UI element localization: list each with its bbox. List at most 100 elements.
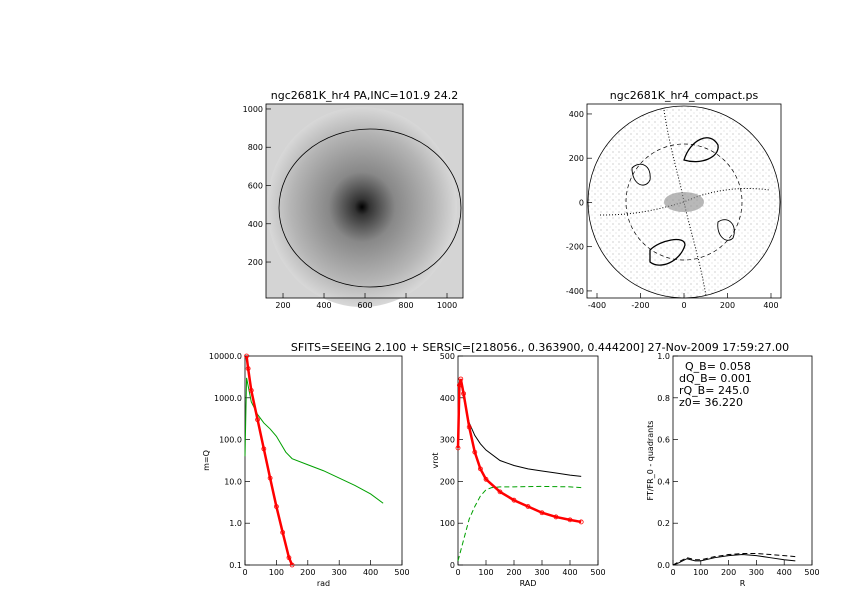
x-tick-label: 100 — [478, 568, 493, 577]
contour-line — [663, 109, 707, 297]
series-marker — [456, 382, 462, 388]
x-tick-label: 100 — [693, 568, 708, 577]
x-tick-label: 0 — [242, 568, 247, 577]
bar-core — [664, 192, 704, 212]
y-tick-label: -200 — [566, 243, 584, 252]
series-marker — [261, 446, 267, 452]
y-axis-label: m=Q — [202, 450, 211, 471]
plot-frame — [244, 355, 403, 566]
y-tick-label: 10.0 — [224, 477, 242, 486]
x-tick-label: 200 — [275, 301, 290, 310]
series-marker — [286, 555, 292, 561]
x-tick-label: 300 — [749, 568, 764, 577]
x-tick-label: 400 — [763, 301, 778, 310]
y-tick-label: 200 — [569, 154, 584, 163]
x-axis-label: R — [740, 579, 746, 588]
annotation: z0= 36.220 — [679, 396, 743, 409]
galaxy-image — [267, 107, 457, 307]
x-axis-label: rad — [317, 579, 330, 588]
y-tick-label: 100.0 — [219, 436, 242, 445]
x-tick-label: 300 — [332, 568, 347, 577]
y-tick-label: 200 — [440, 477, 455, 486]
series-marker — [245, 366, 251, 371]
x-tick-label: 0 — [681, 301, 686, 310]
series-line — [457, 485, 582, 561]
y-tick-label: 400 — [569, 110, 584, 119]
plot-frame — [457, 355, 599, 566]
y-tick-label: 1000.0 — [214, 394, 242, 403]
contour-line — [599, 188, 771, 216]
plot-frame — [672, 355, 813, 566]
series-marker — [248, 388, 254, 393]
x-tick-label: 0 — [455, 568, 460, 577]
chart-title: ngc2681K_hr4 PA,INC=101.9 24.2 — [271, 89, 459, 102]
series-marker — [539, 510, 545, 516]
series-line — [672, 553, 796, 566]
y-tick-label: 0.2 — [657, 519, 670, 528]
series-marker — [280, 530, 286, 535]
y-tick-label: 1000 — [243, 105, 263, 114]
series-marker — [497, 489, 503, 495]
y-tick-label: 0 — [579, 198, 584, 207]
y-tick-label: 600 — [248, 182, 263, 191]
y-tick-label: 0.1 — [229, 561, 242, 570]
x-tick-label: 500 — [590, 568, 605, 577]
y-tick-label: 0 — [450, 561, 455, 570]
x-tick-label: 100 — [269, 568, 284, 577]
x-tick-label: 200 — [721, 568, 736, 577]
series-marker — [466, 424, 472, 430]
chart-title: ngc2681K_hr4_compact.ps — [610, 89, 759, 102]
series-line — [456, 378, 582, 524]
contour-blob — [649, 238, 686, 266]
series-marker — [455, 445, 461, 451]
y-tick-label: 0.4 — [657, 477, 670, 486]
y-tick-label: 1.0 — [657, 352, 670, 361]
y-tick-label: 400 — [248, 220, 263, 229]
series-marker — [267, 475, 273, 481]
series-line — [457, 380, 582, 477]
series-marker — [483, 476, 489, 482]
x-tick-label: 0 — [670, 568, 675, 577]
y-axis-label: vrot — [431, 453, 440, 469]
x-tick-label: 500 — [804, 568, 819, 577]
y-tick-label: 100 — [440, 519, 455, 528]
y-tick-label: -400 — [566, 287, 584, 296]
y-tick-label: 0.0 — [657, 561, 670, 570]
series-line — [672, 554, 796, 566]
series-marker — [567, 517, 573, 523]
series-marker — [511, 497, 517, 503]
series-marker — [244, 353, 249, 359]
x-tick-label: -400 — [588, 301, 606, 310]
series-marker — [273, 504, 279, 509]
y-axis-label: FT/FR_0 - quadrants — [646, 421, 655, 501]
x-tick-label: 400 — [562, 568, 577, 577]
x-tick-label: 1000 — [437, 301, 457, 310]
x-tick-label: 500 — [394, 568, 409, 577]
annotation: Q_B= 0.058 — [685, 360, 751, 373]
x-tick-label: 200 — [506, 568, 521, 577]
y-tick-label: 1.0 — [229, 519, 242, 528]
x-tick-label: 600 — [357, 301, 372, 310]
x-tick-label: 300 — [534, 568, 549, 577]
fit-ellipse — [278, 128, 462, 288]
series-marker — [461, 391, 467, 397]
annotation: rQ_B= 245.0 — [679, 384, 749, 397]
chart-title: SFITS=SEEING 2.100 + SERSIC=[218056., 0.… — [291, 341, 789, 354]
x-tick-label: 400 — [316, 301, 331, 310]
x-tick-label: 800 — [398, 301, 413, 310]
series-line — [244, 377, 384, 504]
series-marker — [578, 519, 584, 525]
plot-frame — [265, 103, 464, 299]
y-tick-label: 500 — [440, 352, 455, 361]
series-line — [245, 355, 294, 566]
y-tick-label: 10000.0 — [209, 352, 242, 361]
series-marker — [255, 417, 260, 423]
series-marker — [477, 466, 483, 472]
x-tick-label: 200 — [300, 568, 315, 577]
x-tick-label: 200 — [720, 301, 735, 310]
y-tick-label: 0.8 — [657, 394, 670, 403]
contour-blob — [631, 163, 651, 186]
series-marker — [289, 562, 295, 568]
x-tick-label: 400 — [777, 568, 792, 577]
